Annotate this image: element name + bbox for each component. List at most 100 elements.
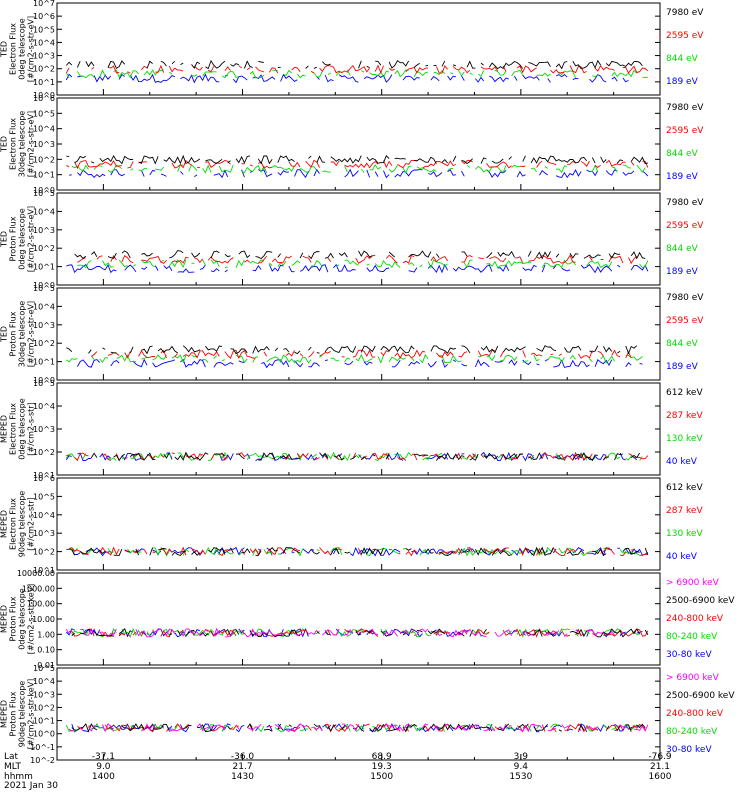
y-tick-label: 10^6 [33, 474, 55, 483]
series-green-trace [77, 259, 649, 269]
y-tick-label: 10^4 [33, 677, 55, 686]
y-tick-label: 10^4 [33, 38, 55, 47]
series-blue-trace [66, 263, 649, 274]
footer-row-label: hhmm [4, 772, 33, 782]
legend-entry: > 6900 keV [666, 673, 720, 683]
legend-entry: 2595 eV [666, 31, 704, 41]
footer-lat-value: -37.1 [92, 752, 115, 762]
legend-entry: 844 eV [666, 149, 699, 159]
legend-entry: 189 eV [666, 77, 699, 87]
y-axis-label: TEDElectron Flux30deg telescope[#/cm2-s-… [0, 111, 36, 178]
legend-entry: 189 eV [666, 172, 699, 182]
legend-entry: 2595 eV [666, 316, 704, 326]
y-tick-label: 10^2 [33, 65, 55, 74]
y-tick-label: 10^3 [33, 529, 55, 538]
series-black-trace [71, 723, 646, 733]
legend-entry: 287 keV [666, 411, 703, 421]
y-tick-label: 10^7 [33, 0, 55, 8]
y-tick-label: 10^1 [33, 471, 55, 480]
y-tick-label: 10^5 [33, 189, 55, 198]
series-green-trace [71, 163, 646, 174]
legend-entry: 612 keV [666, 483, 703, 493]
legend-entry: 240-800 keV [666, 709, 724, 719]
y-tick-label: 1.00 [37, 630, 55, 639]
y-tick-label: 10^1 [33, 358, 55, 367]
y-tick-label: 10.00 [32, 615, 55, 624]
legend-entry: > 6900 keV [666, 578, 720, 588]
y-tick-label: 10^2 [33, 244, 55, 253]
y-axis-label: TEDProton Flux0deg telescope[#/cm2-s-str… [0, 206, 36, 272]
panel-frame [56, 572, 661, 666]
legend-entry: 80-240 keV [666, 727, 718, 737]
y-axis-label: MEPEDElectron Flux0deg telescope[#/cm2-s… [0, 398, 36, 459]
y-tick-label: 10000.00 [17, 569, 55, 578]
y-tick-label: 10^3 [33, 140, 55, 149]
panel-frame [56, 192, 661, 286]
y-tick-label: 10^6 [33, 12, 55, 21]
panel-frame [56, 382, 661, 476]
y-tick-label: 10^0 [33, 730, 55, 739]
panel-1: 10^0 10^1 10^2 10^3 10^4 10^5 10^6 10^7 TEDElect… [0, 0, 704, 100]
y-axis-label: MEPEDProton Flux0deg telescope[#/cm2-s-s… [0, 584, 36, 655]
legend-entry: 130 keV [666, 434, 703, 444]
y-tick-label: 10^1 [33, 566, 55, 575]
y-tick-label: 10^1 [33, 717, 55, 726]
y-tick-label: 10^0 [33, 376, 55, 385]
y-tick-label: 10^2 [33, 548, 55, 557]
legend-entry: 30-80 keV [666, 650, 712, 660]
y-axis-label: TEDElectron Flux0deg telescope[#/cm2-s-s… [0, 16, 36, 82]
series-green-trace [68, 546, 648, 557]
y-tick-label: 10^5 [33, 492, 55, 501]
footer-hhmm-value: 1400 [92, 772, 115, 782]
footer-hhmm-value: 1430 [231, 772, 254, 782]
y-tick-label: 10^0 [33, 186, 55, 195]
series-magenta-trace [68, 722, 649, 733]
y-tick-label: 0.01 [37, 661, 55, 670]
legend-entry: 844 eV [666, 54, 699, 64]
y-tick-label: 10^2 [33, 703, 55, 712]
legend-entry: 80-240 keV [666, 632, 718, 642]
panel-frame [56, 97, 661, 191]
y-axis-label: TEDProton Flux30deg telescope[#/cm2-s-st… [0, 301, 36, 368]
panel-5: 10^1 10^2 10^3 10^4 10^5 MEPEDElectron Flux0d… [0, 379, 703, 480]
y-axis-label: MEPEDProton Flux90deg telescope[#/cm2-s-… [0, 679, 36, 750]
legend-entry: 40 keV [666, 457, 698, 467]
series-red-trace [66, 159, 649, 170]
y-tick-label: 0.10 [37, 646, 55, 655]
y-tick-label: 10^3 [33, 690, 55, 699]
y-tick-label: 10^5 [33, 664, 55, 673]
series-black-trace [66, 154, 649, 165]
footer-hhmm-value: 1500 [370, 772, 393, 782]
legend-entry: 189 eV [666, 267, 699, 277]
footer-hhmm-value: 1600 [649, 772, 672, 782]
series-red-trace [65, 64, 649, 74]
y-tick-label: 10^3 [33, 52, 55, 61]
series-black-trace [66, 346, 645, 354]
panel-frame [56, 477, 661, 571]
y-tick-label: 10^5 [33, 109, 55, 118]
panel-4: 10^0 10^1 10^2 10^3 10^4 10^5 TEDProton Flux30… [0, 284, 704, 385]
panel-2: 10^0 10^1 10^2 10^3 10^4 10^5 10^6 TEDElectron … [0, 94, 704, 195]
legend-entry: 40 keV [666, 552, 698, 562]
panel-8: 10^-2 10^-1 10^0 10^1 10^2 10^3 10^4 10^5 MEPEDP… [0, 664, 735, 765]
y-tick-label: 10^4 [33, 125, 55, 134]
series-black-trace [74, 250, 646, 260]
y-tick-label: 10^2 [33, 155, 55, 164]
y-tick-label: 10^-1 [30, 743, 55, 752]
footer-lat-value: -36.0 [231, 752, 255, 762]
legend-entry: 7980 eV [666, 293, 704, 303]
legend-entry: 2500-6900 keV [666, 691, 735, 701]
footer-date-label: 2021 Jan 30 [4, 781, 58, 791]
y-tick-label: 100.00 [27, 600, 55, 609]
panel-frame [56, 667, 661, 761]
y-tick-label: 10^5 [33, 25, 55, 34]
y-tick-label: 10^6 [33, 94, 55, 103]
legend-entry: 7980 eV [666, 103, 704, 113]
footer-mlt-value: 19.3 [372, 762, 392, 772]
legend-entry: 240-800 keV [666, 614, 724, 624]
legend-entry: 2595 eV [666, 221, 704, 231]
footer-mlt-value: 9.4 [514, 762, 529, 772]
series-blue-trace [66, 74, 645, 82]
footer-lat-value: -76.9 [648, 752, 672, 762]
